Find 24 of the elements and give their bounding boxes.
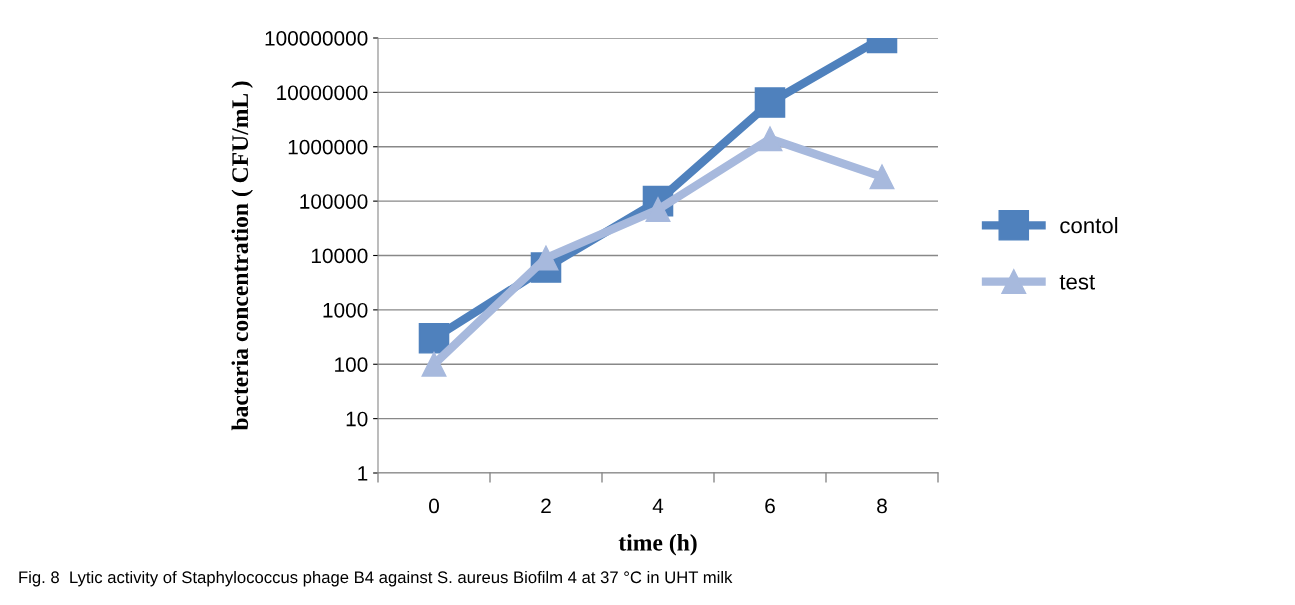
point bbox=[869, 164, 895, 190]
y-tick-label: 10 bbox=[346, 411, 368, 427]
x-tick-label: 8 bbox=[877, 498, 887, 514]
caption: Fig. 8 Lytic activity of Staphylococcus phage B4 against S. aureus Biofilm 4 at 37 °C in UHT milk bbox=[19, 570, 733, 587]
legend-label: contol bbox=[1060, 217, 1118, 234]
x-axis-title: time (h) bbox=[618, 534, 697, 556]
y-tick-label: 1 bbox=[358, 466, 368, 481]
y-tick-label: 10000 bbox=[311, 248, 368, 264]
x-tick-label: 2 bbox=[541, 498, 551, 514]
y-tick-label: 1000 bbox=[323, 302, 368, 318]
y-tick-label: 100000 bbox=[300, 194, 368, 209]
legend-label: test bbox=[1059, 275, 1095, 290]
y-tick-label: 100000000 bbox=[265, 31, 368, 46]
y-tick-label: 1000000 bbox=[288, 139, 368, 155]
point bbox=[421, 351, 447, 377]
x-tick-label: 0 bbox=[429, 498, 439, 514]
point bbox=[754, 87, 786, 118]
x-tick-label: 6 bbox=[765, 498, 775, 514]
y-tick-label: 100 bbox=[335, 357, 368, 372]
x-tick-label: 4 bbox=[652, 498, 664, 514]
point bbox=[418, 323, 450, 354]
y-tick-label: 10000000 bbox=[277, 85, 368, 101]
point bbox=[757, 126, 783, 152]
y-axis-title: bacteria concentration ( CFU/mL ) bbox=[231, 81, 253, 431]
